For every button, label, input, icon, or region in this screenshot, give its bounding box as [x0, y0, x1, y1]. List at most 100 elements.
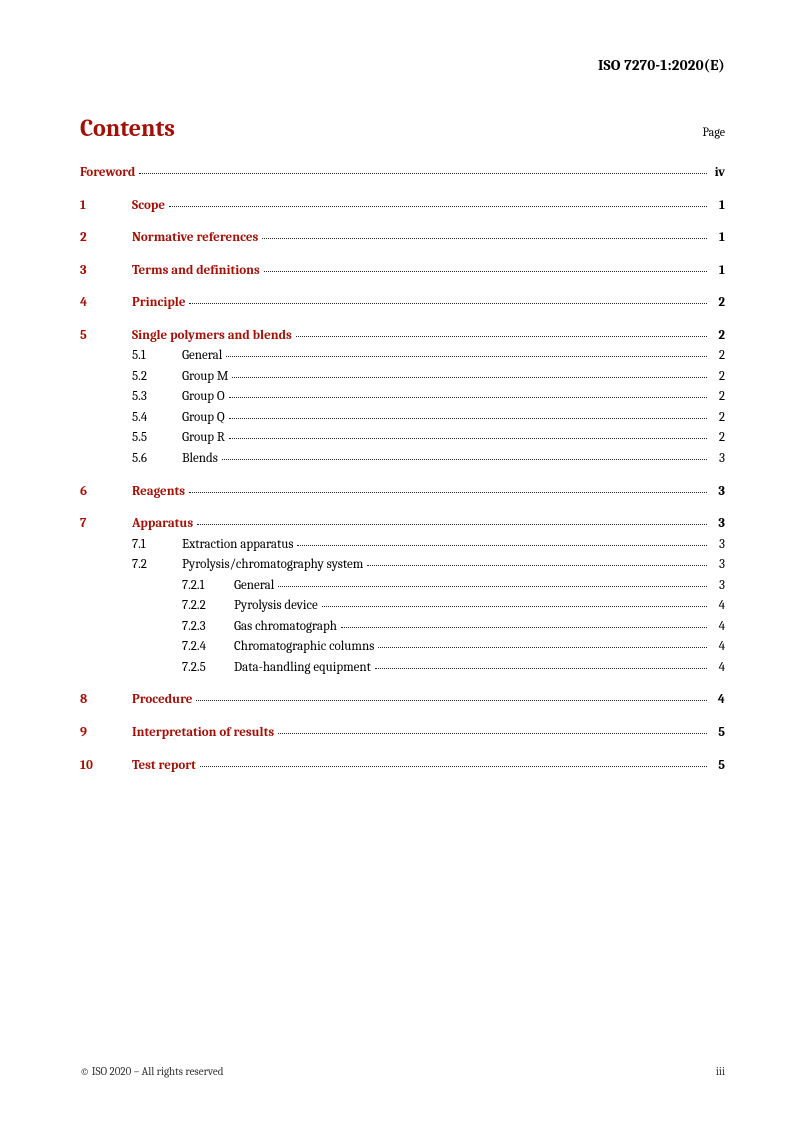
toc-leader	[232, 377, 707, 378]
toc-leader	[222, 459, 707, 460]
toc-entry: 5.1General2	[80, 347, 725, 365]
document-id: ISO 7270-1:2020(E)	[80, 56, 725, 74]
toc-page: 3	[709, 450, 725, 468]
toc-entry: 5.3Group O2	[80, 388, 725, 406]
toc-page: 1	[709, 229, 725, 247]
toc-number: 1	[80, 197, 132, 215]
copyright: © ISO 2020 – All rights reserved	[80, 1065, 223, 1078]
toc-leader	[169, 206, 707, 207]
toc-page: 3	[709, 483, 725, 501]
toc-entry: 5.5Group R 2	[80, 429, 725, 447]
toc-page: 2	[709, 388, 725, 406]
footer: © ISO 2020 – All rights reserved iii	[80, 1065, 725, 1078]
page-label: Page	[703, 125, 725, 139]
toc-title: Apparatus	[132, 515, 195, 533]
toc-entry: 5.4Group Q2	[80, 409, 725, 427]
toc-entry: 5.6Blends 3	[80, 450, 725, 468]
toc-leader	[375, 668, 707, 669]
toc-page: iv	[709, 164, 725, 182]
toc-leader	[367, 565, 707, 566]
toc-title: Extraction apparatus	[182, 536, 295, 554]
toc-title: Chromatographic columns	[234, 638, 376, 656]
table-of-contents: Forewordiv1Scope12Normative references13…	[80, 164, 725, 774]
toc-title: Pyrolysis/chromatography system	[182, 556, 365, 574]
toc-page: 3	[709, 515, 725, 533]
toc-number: 7.2.1	[182, 577, 234, 595]
toc-number: 2	[80, 229, 132, 247]
toc-page: 4	[709, 659, 725, 677]
toc-number: 7.2.2	[182, 597, 234, 615]
toc-page: 3	[709, 556, 725, 574]
toc-title: Pyrolysis device	[234, 597, 320, 615]
toc-number: 9	[80, 724, 132, 742]
toc-number: 7.2.5	[182, 659, 234, 677]
toc-number: 7	[80, 515, 132, 533]
toc-number: 5.1	[132, 347, 182, 365]
toc-title: Normative references	[132, 229, 260, 247]
toc-page: 4	[709, 691, 725, 709]
toc-number: 8	[80, 691, 132, 709]
toc-page: 3	[709, 577, 725, 595]
toc-title: Group R	[182, 429, 227, 447]
toc-title: Group M	[182, 368, 230, 386]
page: ISO 7270-1:2020(E) Contents Page Forewor…	[0, 0, 793, 1122]
toc-entry: 7.2.2Pyrolysis device 4	[80, 597, 725, 615]
toc-number: 5	[80, 327, 132, 345]
toc-entry: 7.2Pyrolysis/chromatography system3	[80, 556, 725, 574]
toc-entry: 1Scope1	[80, 197, 725, 215]
toc-number: 5.6	[132, 450, 182, 468]
toc-entry: 7.2.3Gas chromatograph4	[80, 618, 725, 636]
toc-title: Single polymers and blends	[132, 327, 294, 345]
toc-entry: 7.2.5Data-handling equipment 4	[80, 659, 725, 677]
toc-page: 5	[709, 757, 725, 775]
toc-entry: 7Apparatus 3	[80, 515, 725, 533]
toc-page: 2	[709, 429, 725, 447]
toc-number: 5.2	[132, 368, 182, 386]
toc-page: 2	[709, 294, 725, 312]
toc-title: Terms and definitions	[132, 262, 262, 280]
toc-leader	[229, 438, 707, 439]
toc-page: 4	[709, 597, 725, 615]
toc-number: 7.1	[132, 536, 182, 554]
toc-entry: 9Interpretation of results 5	[80, 724, 725, 742]
toc-number: 5.4	[132, 409, 182, 427]
contents-title: Contents	[80, 114, 175, 142]
toc-title: Scope	[132, 197, 167, 215]
toc-leader	[229, 418, 707, 419]
toc-title: Principle	[132, 294, 187, 312]
toc-page: 5	[709, 724, 725, 742]
toc-entry: 7.1Extraction apparatus3	[80, 536, 725, 554]
toc-title: Foreword	[80, 164, 137, 182]
toc-number: 5.5	[132, 429, 182, 447]
toc-title: Procedure	[132, 691, 194, 709]
title-row: Contents Page	[80, 114, 725, 142]
toc-title: Data-handling equipment	[234, 659, 373, 677]
toc-number: 7.2.3	[182, 618, 234, 636]
toc-leader	[278, 586, 707, 587]
toc-title: Test report	[132, 757, 198, 775]
toc-leader	[200, 766, 707, 767]
toc-number: 3	[80, 262, 132, 280]
toc-entry: 6Reagents3	[80, 483, 725, 501]
toc-entry: 5.2Group M 2	[80, 368, 725, 386]
toc-entry: 4Principle2	[80, 294, 725, 312]
toc-entry: 5Single polymers and blends2	[80, 327, 725, 345]
toc-number: 10	[80, 757, 132, 775]
toc-page: 2	[709, 368, 725, 386]
toc-entry: 7.2.1General3	[80, 577, 725, 595]
toc-page: 2	[709, 409, 725, 427]
toc-page: 1	[709, 262, 725, 280]
toc-leader	[378, 647, 707, 648]
toc-leader	[278, 733, 707, 734]
toc-entry: 3Terms and definitions 1	[80, 262, 725, 280]
toc-leader	[189, 492, 707, 493]
toc-title: Interpretation of results	[132, 724, 276, 742]
toc-title: Blends	[182, 450, 220, 468]
toc-leader	[262, 238, 707, 239]
toc-page: 1	[709, 197, 725, 215]
toc-number: 7.2.4	[182, 638, 234, 656]
toc-number: 5.3	[132, 388, 182, 406]
toc-leader	[226, 356, 707, 357]
toc-entry: 8Procedure 4	[80, 691, 725, 709]
toc-page: 4	[709, 618, 725, 636]
